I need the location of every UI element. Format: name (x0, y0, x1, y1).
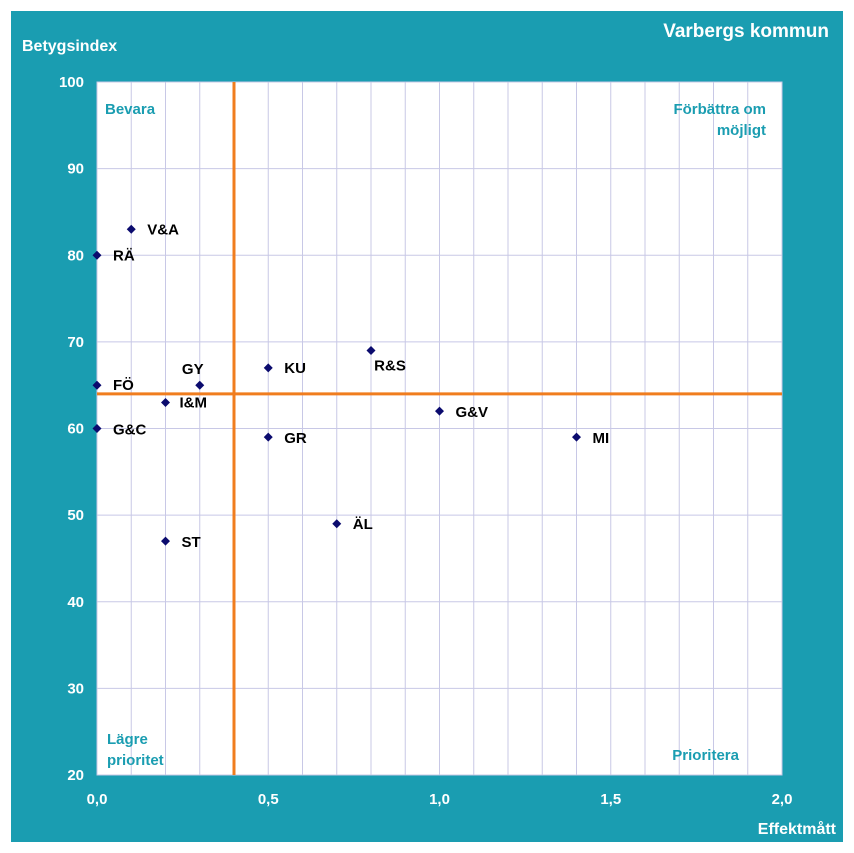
data-point-marker (92, 424, 102, 433)
data-point-label: I&M (180, 395, 208, 412)
y-tick-label: 40 (67, 594, 84, 611)
data-point-marker (161, 398, 170, 408)
data-point-label: ÄL (353, 516, 373, 533)
chart-title: Varbergs kommun (663, 21, 829, 42)
grid-lines (96, 81, 783, 776)
quadrant-label-bottom-left: Lägre (107, 731, 148, 748)
data-point-marker (92, 380, 102, 390)
data-point-marker (332, 519, 342, 529)
quadrant-label-bottom-left: prioritet (107, 752, 164, 769)
x-tick-label: 0,5 (258, 791, 279, 808)
data-point-marker (435, 406, 444, 416)
data-point-label: FÖ (113, 377, 134, 394)
tick-labels: 20 30 40 50 60 70 80 90 100 0,0 0,5 1,0 1,5 2,0 (59, 74, 792, 808)
y-tick-label: 100 (59, 74, 84, 91)
x-tick-label: 1,0 (429, 791, 450, 808)
x-tick-label: 0,0 (87, 791, 108, 808)
data-point-marker (263, 363, 273, 373)
data-point-label: ST (182, 534, 201, 551)
data-point-label: GR (284, 430, 307, 447)
y-tick-label: 30 (67, 680, 84, 697)
y-tick-label: 90 (67, 161, 84, 178)
data-point-label: V&A (147, 221, 179, 238)
quadrant-labels: Bevara Förbättra om möjligt Lägre prioritet P… (105, 101, 766, 769)
data-point-label: GY (182, 361, 204, 378)
data-point-marker (161, 536, 170, 546)
data-point-label: G&C (113, 422, 147, 439)
data-point-marker (572, 432, 581, 442)
y-tick-label: 20 (67, 767, 84, 784)
data-point-marker (92, 250, 102, 260)
y-axis-title: Betygsindex (22, 38, 117, 55)
data-point-label: RÄ (113, 247, 135, 264)
reference-lines (97, 82, 782, 775)
quadrant-label-top-left: Bevara (105, 101, 156, 118)
data-point-label: KU (284, 360, 306, 377)
y-tick-label: 60 (67, 421, 84, 438)
data-point-marker (366, 346, 376, 356)
data-point-marker (195, 380, 205, 390)
data-point-label: MI (593, 430, 610, 447)
data-points: V&A RÄ FÖ GY I&M G&C ST KU GR R&S G&V ÄL MI (92, 221, 610, 551)
x-tick-label: 2,0 (772, 791, 793, 808)
quadrant-label-bottom-right: Prioritera (672, 747, 739, 764)
quadrant-label-top-right: möjligt (717, 122, 766, 139)
data-point-marker (263, 432, 273, 442)
y-tick-label: 50 (67, 507, 84, 524)
data-point-marker (126, 224, 136, 234)
y-tick-label: 80 (67, 247, 84, 264)
quadrant-label-top-right: Förbättra om (673, 101, 766, 118)
data-point-label: R&S (374, 358, 406, 375)
data-point-label: G&V (456, 404, 489, 421)
x-tick-label: 1,5 (600, 791, 621, 808)
y-tick-label: 70 (67, 334, 84, 351)
x-axis-title: Effektmått (758, 820, 837, 838)
